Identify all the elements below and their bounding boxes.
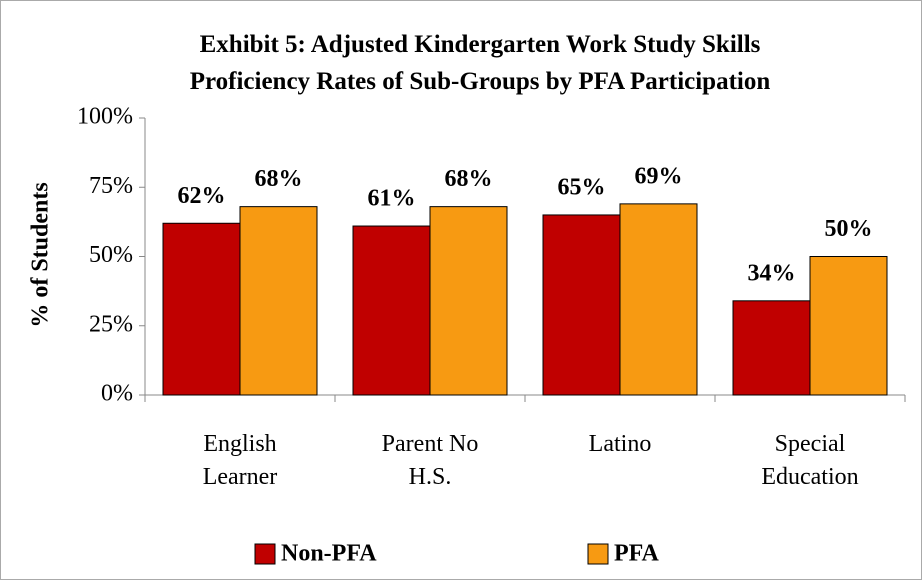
y-tick-label: 0% [101,381,133,407]
x-tick-label: English Learner [202,431,278,490]
x-tick-label: Parent No H.S. [381,431,479,490]
data-label: 34% [748,260,796,286]
data-label: 69% [635,163,683,189]
y-tick-label: 100% [77,104,133,130]
bar [429,206,508,396]
legend-swatch [587,543,609,565]
data-label: 68% [445,166,493,192]
y-tick-label: 25% [89,311,133,337]
x-tick-label: Latino [588,431,652,457]
y-tick-label: 50% [89,242,133,268]
data-label: 68% [255,166,303,192]
bar [809,256,888,396]
bar [352,225,431,396]
y-tick-label: 75% [89,173,133,199]
data-label: 50% [825,216,873,242]
x-tick-label: Special Education [761,431,859,490]
data-label: 61% [368,186,416,212]
bar [619,203,698,396]
legend-label: PFA [614,541,660,567]
data-label: 65% [558,174,606,200]
legend-swatch [254,543,276,565]
bar [542,214,621,396]
legend-label: Non-PFA [281,541,377,567]
chart-title: Exhibit 5: Adjusted Kindergarten Work St… [189,31,771,95]
bar [162,222,241,396]
data-label: 62% [178,183,226,209]
bar [732,300,811,396]
y-axis-label: % of Students [28,182,54,327]
bar [239,206,318,396]
